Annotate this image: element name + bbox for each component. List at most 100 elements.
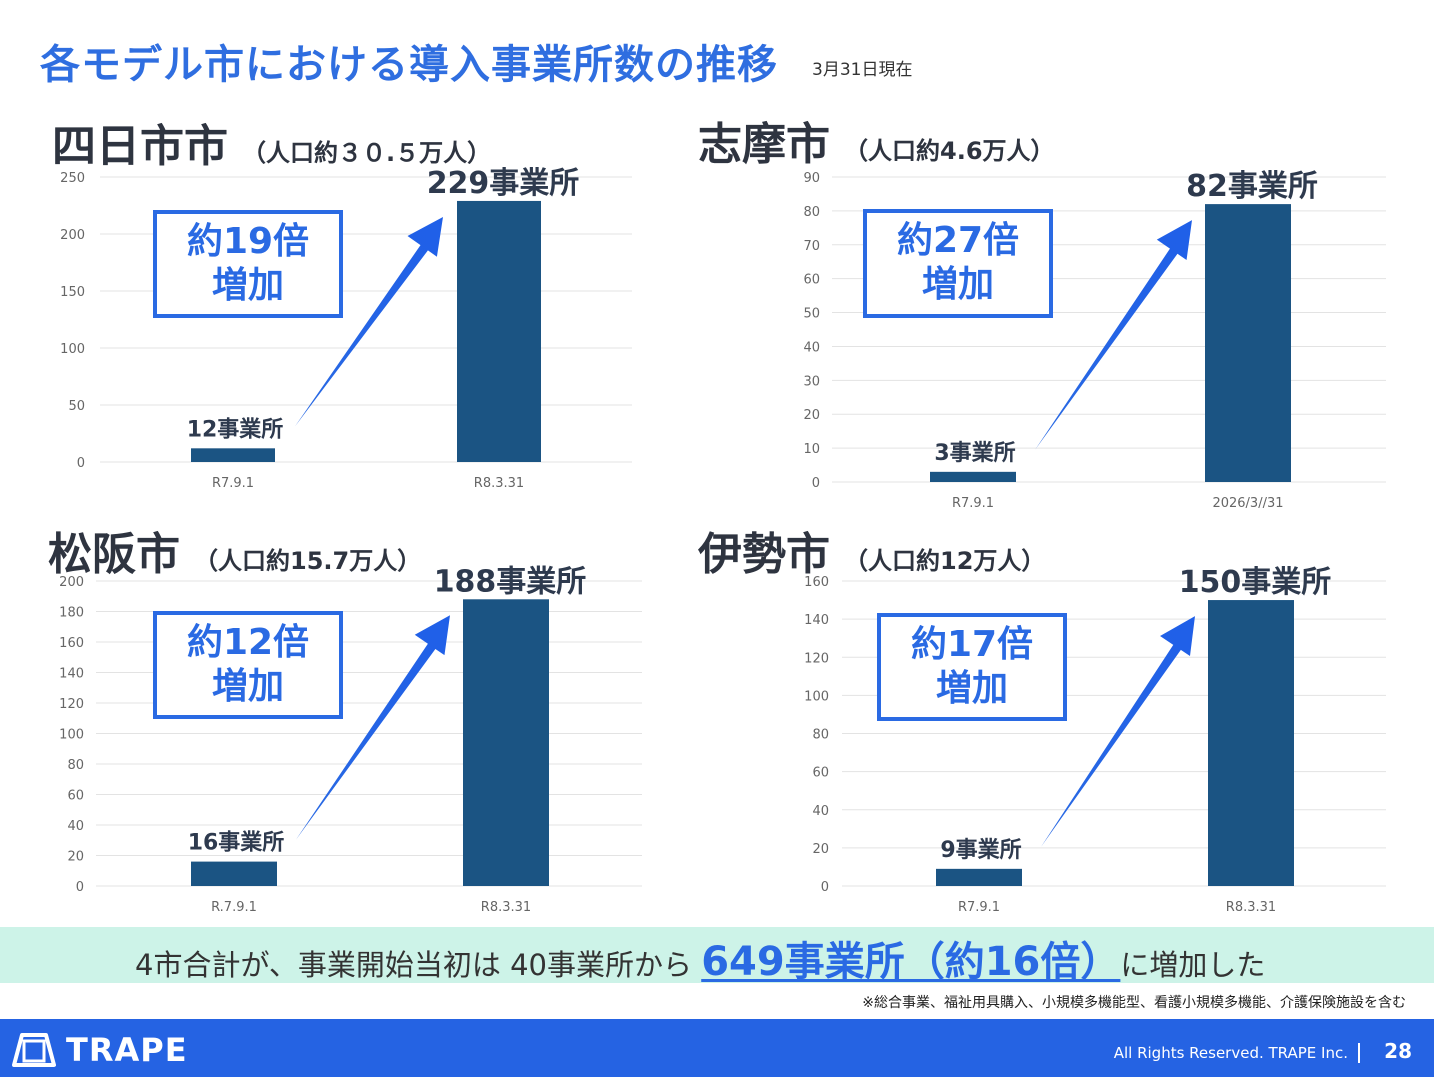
y-tick-label: 140 (804, 613, 829, 628)
data-label: 188事業所 (434, 564, 587, 599)
y-tick-label: 160 (59, 636, 84, 651)
city-name: 伊勢市 (698, 529, 830, 580)
y-tick-label: 100 (804, 689, 829, 704)
x-tick-label: 2026/3//31 (1212, 496, 1283, 511)
data-label: 12事業所 (187, 416, 284, 442)
y-tick-label: 0 (76, 880, 84, 895)
y-tick-label: 150 (60, 285, 85, 300)
growth-arrow (1041, 616, 1195, 847)
y-tick-label: 140 (59, 667, 84, 682)
y-tick-label: 60 (803, 273, 820, 288)
city-name: 松阪市 (48, 529, 180, 580)
x-tick-label: R7.9.1 (958, 900, 1000, 915)
multiplier-text: 約12倍 (186, 622, 310, 663)
y-tick-label: 0 (812, 476, 820, 491)
y-tick-label: 40 (812, 804, 829, 819)
growth-arrow (1035, 220, 1192, 450)
data-label: 82事業所 (1186, 169, 1318, 204)
data-label: 3事業所 (934, 440, 1015, 466)
y-tick-label: 40 (67, 819, 84, 834)
y-tick-label: 0 (77, 456, 85, 471)
x-tick-label: R.7.9.1 (211, 900, 257, 915)
multiplier-text: 約19倍 (186, 221, 310, 262)
increase-text: 増加 (935, 668, 1008, 709)
city-heading-matsusaka: 松阪市 （人口約15.7万人） (48, 518, 421, 582)
as-of-date: 3月31日現在 (812, 60, 913, 80)
y-tick-label: 20 (803, 408, 820, 423)
y-tick-label: 20 (67, 850, 84, 865)
data-label: 150事業所 (1179, 565, 1332, 600)
logo-text: TRAPE (66, 1031, 188, 1069)
city-heading-ise: 伊勢市 （人口約12万人） (698, 518, 1045, 582)
data-label: 16事業所 (188, 830, 285, 856)
y-tick-label: 30 (803, 374, 820, 389)
multiplier-text: 約27倍 (896, 220, 1020, 261)
city-heading-shima: 志摩市 （人口約4.6万人） (698, 108, 1055, 172)
summary-band (0, 927, 1434, 983)
trape-logo: TRAPE (12, 1031, 188, 1069)
increase-text: 増加 (211, 265, 284, 306)
y-tick-label: 50 (68, 399, 85, 414)
data-label: 229事業所 (427, 166, 580, 201)
x-tick-label: R7.9.1 (952, 496, 994, 511)
y-tick-label: 80 (67, 758, 84, 773)
x-tick-label: R8.3.31 (481, 900, 531, 915)
city-population: （人口約4.6万人） (844, 137, 1055, 165)
city-heading-yokkaichi: 四日市市 （人口約３０.５万人） (52, 110, 491, 174)
summary-highlight: 649事業所（約16倍） (701, 939, 1121, 985)
summary-suffix: に増加した (1120, 948, 1266, 982)
y-tick-label: 120 (804, 651, 829, 666)
city-population: （人口約12万人） (844, 547, 1046, 575)
y-tick-label: 90 (803, 171, 820, 186)
x-tick-label: R8.3.31 (474, 476, 524, 491)
footer-separator (1358, 1043, 1360, 1063)
increase-text: 増加 (921, 264, 994, 305)
city-name: 四日市市 (52, 121, 228, 172)
y-tick-label: 80 (812, 728, 829, 743)
copyright: All Rights Reserved. TRAPE Inc. (1113, 1044, 1348, 1062)
page-title: 各モデル市における導入事業所数の推移 (40, 42, 778, 88)
y-tick-label: 120 (59, 697, 84, 712)
bar (457, 200, 541, 462)
bar (936, 868, 1022, 886)
y-tick-label: 160 (804, 575, 829, 590)
footer-bar (0, 1019, 1434, 1077)
y-tick-label: 180 (59, 606, 84, 621)
data-label: 9事業所 (940, 837, 1021, 863)
y-tick-label: 50 (803, 307, 820, 322)
y-tick-label: 80 (803, 205, 820, 220)
y-tick-label: 40 (803, 340, 820, 355)
y-tick-label: 20 (812, 842, 829, 857)
bar (930, 471, 1016, 482)
growth-arrow (296, 615, 450, 840)
bar (191, 861, 277, 886)
city-name: 志摩市 (698, 119, 830, 170)
y-tick-label: 10 (803, 442, 820, 457)
footnote: ※総合事業、福祉用具購入、小規模多機能型、看護小規模多機能、介護保険施設を含む (862, 995, 1406, 1011)
x-tick-label: R8.3.31 (1226, 900, 1276, 915)
y-tick-label: 60 (67, 789, 84, 804)
city-population: （人口約３０.５万人） (242, 139, 492, 167)
y-tick-label: 60 (812, 766, 829, 781)
y-tick-label: 100 (60, 342, 85, 357)
page-number: 28 (1384, 1039, 1412, 1063)
bar (1205, 204, 1291, 482)
y-tick-label: 250 (60, 171, 85, 186)
y-tick-label: 200 (59, 575, 84, 590)
multiplier-box-ise: 約17倍 増加 (877, 613, 1067, 721)
bar (463, 599, 549, 886)
multiplier-box-yokkaichi: 約19倍 増加 (153, 210, 343, 318)
summary-prefix: 4市合計が、事業開始当初は 40事業所から (135, 948, 702, 982)
y-tick-label: 70 (803, 239, 820, 254)
bar (1208, 600, 1294, 886)
y-tick-label: 0 (821, 880, 829, 895)
growth-arrow (295, 216, 443, 427)
multiplier-box-matsusaka: 約12倍 増加 (153, 611, 343, 719)
x-tick-label: R7.9.1 (212, 476, 254, 491)
y-tick-label: 100 (59, 728, 84, 743)
trape-logo-icon (12, 1033, 56, 1067)
city-population: （人口約15.7万人） (194, 547, 422, 575)
multiplier-text: 約17倍 (910, 624, 1034, 665)
increase-text: 増加 (211, 666, 284, 707)
